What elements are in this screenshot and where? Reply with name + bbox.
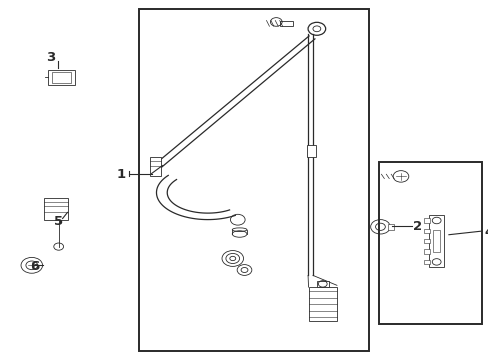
- Bar: [44, 198, 68, 220]
- Bar: [424, 229, 429, 233]
- Bar: [387, 224, 393, 230]
- Bar: [424, 239, 429, 243]
- Bar: [52, 72, 71, 83]
- Bar: [308, 287, 336, 321]
- Bar: [316, 281, 328, 287]
- Bar: [306, 145, 316, 157]
- Text: 5: 5: [54, 215, 63, 228]
- Bar: [279, 21, 293, 26]
- Bar: [139, 9, 368, 351]
- Text: 2: 2: [412, 220, 422, 233]
- Bar: [432, 230, 439, 252]
- Bar: [424, 249, 429, 254]
- Bar: [428, 215, 443, 267]
- Text: 1: 1: [117, 168, 126, 181]
- Bar: [48, 70, 74, 85]
- Bar: [149, 157, 161, 176]
- Text: 6: 6: [30, 260, 40, 273]
- Text: 3: 3: [46, 51, 56, 64]
- Bar: [424, 260, 429, 264]
- Bar: [378, 162, 481, 324]
- Text: 4: 4: [483, 226, 488, 239]
- Bar: [424, 218, 429, 222]
